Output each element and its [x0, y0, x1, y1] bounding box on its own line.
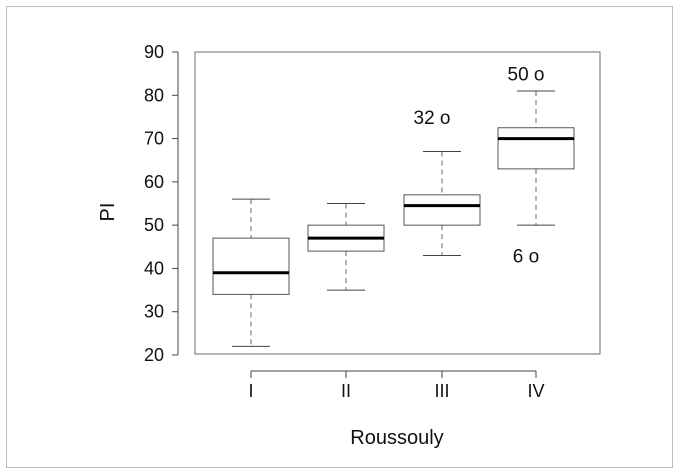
y-tick-label: 70 [144, 129, 164, 149]
x-tick-label: I [248, 381, 253, 401]
plot-area [194, 51, 601, 355]
y-axis-label: PI [97, 203, 119, 222]
boxes-layer [212, 90, 575, 347]
outlier-label: 50 o [508, 65, 545, 86]
y-tick-label: 90 [144, 42, 164, 62]
y-tick-label: 30 [144, 302, 164, 322]
outlier-label: 32 o [414, 108, 451, 129]
x-axis-label: Roussouly [350, 427, 443, 449]
x-tick-label: III [434, 381, 449, 401]
x-axis: I II III IV [248, 370, 545, 401]
iqr-box [403, 194, 481, 226]
y-tick-label: 80 [144, 85, 164, 105]
x-tick-label: IV [527, 381, 544, 401]
box-III [403, 151, 481, 256]
y-tick-label: 20 [144, 345, 164, 365]
y-tick-label: 50 [144, 215, 164, 235]
box-I [212, 198, 290, 347]
outlier-label: 6 o [513, 246, 539, 267]
iqr-box [212, 237, 290, 295]
box-IV [497, 90, 575, 226]
box-II [307, 203, 385, 291]
y-axis: 20 30 40 50 60 70 80 90 [144, 42, 179, 365]
x-tick-label: II [341, 381, 351, 401]
iqr-box [497, 127, 575, 170]
annotations-layer: 32 o 50 o 6 o [414, 65, 545, 268]
y-tick-label: 40 [144, 258, 164, 278]
y-tick-label: 60 [144, 172, 164, 192]
